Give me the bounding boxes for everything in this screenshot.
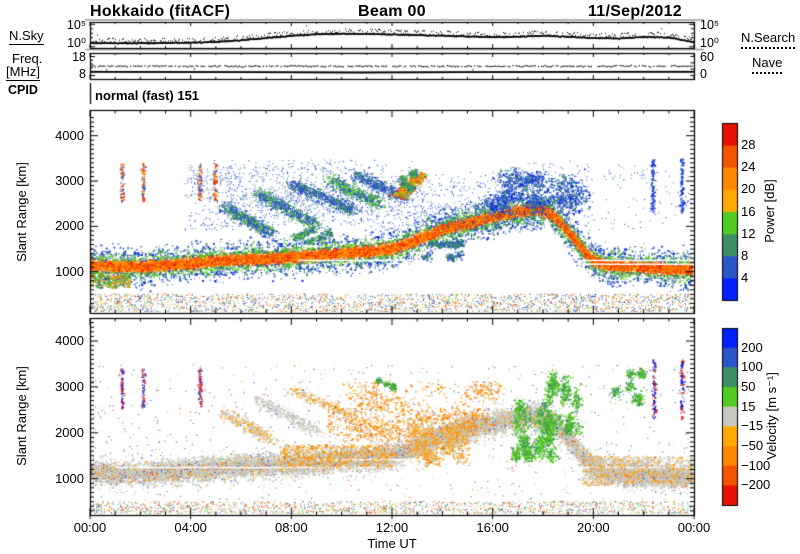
power-cbar-tick-label: 20 <box>741 181 756 197</box>
velocity-cbar-tick-label: 50 <box>741 378 756 394</box>
x-tick-label: 04:00 <box>174 519 207 535</box>
x-axis-label: Time UT <box>367 536 417 551</box>
x-tick-label: 00:00 <box>677 519 711 535</box>
velocity-cbar-tick-label: −50 <box>741 437 764 453</box>
nsky-legend-label: N.Sky <box>9 28 44 45</box>
x-tick-label: 08:00 <box>275 519 308 535</box>
velocity-ylabel: Slant Range [km] <box>13 366 29 466</box>
power-cbar-tick-label: 12 <box>741 225 756 241</box>
power-ytick-label: 2000 <box>55 218 84 234</box>
power-ylabel: Slant Range [km] <box>13 162 29 262</box>
nsky-ytick-bottom: 10⁰ <box>67 36 86 50</box>
freq-ytick-top: 18 <box>72 50 86 64</box>
velocity-ytick-label: 2000 <box>55 424 84 440</box>
power-ytick-label: 3000 <box>55 172 84 188</box>
velocity-ytick-label: 3000 <box>55 378 84 394</box>
nsearch-legend-label: N.Search <box>741 30 796 49</box>
velocity-cbar-tick-label: 200 <box>741 339 763 355</box>
freq-legend-label-line2: [MHz] <box>6 64 40 81</box>
velocity-ytick-label: 4000 <box>55 332 84 348</box>
beam-title: Beam 00 <box>358 3 426 20</box>
x-tick-label: 20:00 <box>577 519 610 535</box>
power-colorbar-title: Power [dB] <box>761 179 777 243</box>
nave-ytick-bottom: 0 <box>700 67 707 81</box>
freq-ytick-bottom: 8 <box>79 67 86 81</box>
velocity-cbar-tick-label: 100 <box>741 359 763 375</box>
nsearch-ytick-bottom: 10⁰ <box>700 36 719 50</box>
velocity-cbar-tick-label: −200 <box>741 477 771 493</box>
cpid-value: normal (fast) 151 <box>95 88 200 103</box>
power-cbar-tick-label: 8 <box>741 247 749 263</box>
power-ytick-label: 4000 <box>55 127 84 143</box>
power-cbar-tick-label: 24 <box>741 159 756 175</box>
nsky-ytick-top: 10⁵ <box>66 18 86 32</box>
power-cbar-tick-label: 4 <box>741 269 749 285</box>
nsearch-ytick-top: 10⁵ <box>700 18 720 32</box>
cpid-label: CPID <box>8 83 38 97</box>
velocity-cbar-tick-label: −15 <box>741 418 764 434</box>
x-tick-label: 16:00 <box>476 519 509 535</box>
velocity-cbar-tick-label: −100 <box>741 457 771 473</box>
nave-legend-label: Nave <box>752 55 783 74</box>
page-title: Hokkaido (fitACF) <box>90 3 231 20</box>
x-tick-label: 00:00 <box>73 519 107 535</box>
freq-legend-label-line1: Freq. <box>12 51 43 66</box>
power-ytick-label: 1000 <box>55 263 84 279</box>
velocity-ytick-label: 1000 <box>55 470 84 486</box>
nave-ytick-top: 60 <box>700 50 714 64</box>
x-tick-label: 12:00 <box>375 519 409 535</box>
velocity-colorbar-title: Velocity [m s⁻¹] <box>763 372 779 460</box>
power-cbar-tick-label: 28 <box>741 136 756 152</box>
date-title: 11/Sep/2012 <box>587 3 682 20</box>
velocity-cbar-tick-label: 15 <box>741 398 756 414</box>
power-cbar-tick-label: 16 <box>741 203 756 219</box>
